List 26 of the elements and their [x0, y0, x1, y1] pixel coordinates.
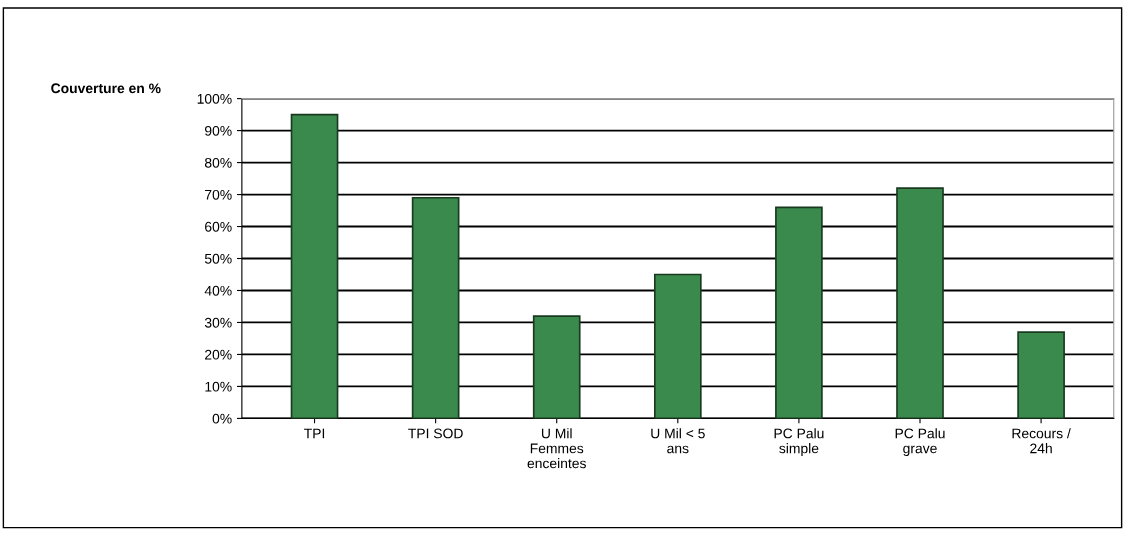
x-tick-label: PC Palu simple — [774, 428, 824, 457]
bar — [411, 196, 460, 419]
bar — [532, 315, 581, 419]
x-tick-label: U Mil Femmes enceintes — [527, 428, 586, 469]
y-tick-label: 90% — [205, 125, 232, 136]
bar — [653, 273, 702, 419]
y-tick-label: 70% — [205, 189, 232, 200]
y-axis-title: Couverture en % — [51, 83, 161, 94]
y-tick-label: 50% — [204, 253, 232, 264]
y-tick-label: 80% — [204, 157, 232, 168]
bar — [1017, 331, 1065, 419]
x-tick-label: Recours / 24h — [1012, 428, 1071, 454]
y-tick-label: 60% — [205, 221, 232, 232]
y-tick-label: 10% — [205, 381, 232, 392]
bar — [775, 206, 823, 419]
x-tick-label: TPI — [304, 428, 325, 439]
y-tick-label: 0% — [212, 413, 232, 424]
y-tick-label: 30% — [204, 317, 232, 328]
y-tick-label: 100% — [197, 93, 232, 104]
x-tick-label: PC Palu grave — [895, 428, 945, 457]
bar — [896, 187, 944, 419]
x-tick-label: TPI SOD — [408, 428, 463, 439]
y-tick-label: 40% — [204, 285, 232, 296]
x-tick-label: U Mil < 5 ans — [651, 428, 705, 454]
bar — [290, 113, 339, 419]
y-tick-label: 20% — [205, 349, 232, 360]
